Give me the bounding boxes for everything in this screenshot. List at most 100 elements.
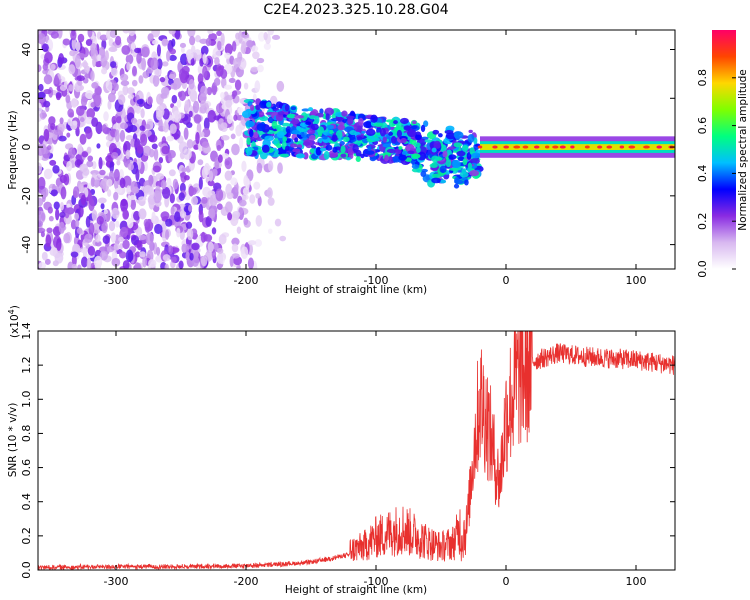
spectrogram-cell <box>169 123 177 134</box>
spectrogram-cell <box>74 55 81 68</box>
spectrogram-cell <box>187 204 193 212</box>
spectrogram-cell <box>367 145 372 151</box>
spectrogram-cell <box>453 131 464 139</box>
spectrogram-cell <box>220 122 228 130</box>
spectrogram-cell <box>120 80 130 87</box>
spectrogram-cell <box>86 146 92 154</box>
spectrogram-cell <box>101 220 108 234</box>
spectrogram-cell <box>310 145 317 149</box>
spectrogram-cell <box>113 243 120 251</box>
spectrogram-cell <box>145 123 151 130</box>
spectrogram-cell <box>407 129 417 138</box>
spectrogram-cell <box>208 170 214 182</box>
spectrogram-cell <box>453 142 463 148</box>
spectrogram-cell <box>256 123 266 132</box>
spectrogram-cell <box>207 30 214 35</box>
spectrogram-cell <box>42 63 48 71</box>
spectrogram-cell <box>449 167 459 171</box>
spectrogram-cell <box>415 134 422 141</box>
spectrogram-cell <box>246 40 254 48</box>
spectrogram-cell <box>246 137 251 146</box>
spectrogram-cell <box>110 67 118 77</box>
spectrogram-cell <box>236 226 242 234</box>
spectrogram-cell <box>466 151 472 160</box>
spectrogram-cell <box>223 84 233 90</box>
spectrogram-cell <box>215 188 224 202</box>
spectrogram-cell <box>189 35 196 46</box>
spectrogram-cell <box>176 227 181 238</box>
spectrogram-cell <box>379 127 386 137</box>
spectrogram-cell <box>308 107 314 112</box>
spectrogram-cell <box>80 96 88 107</box>
spectrogram-cell <box>107 100 112 110</box>
spectrogram-cell <box>271 120 278 130</box>
spectrogram-cell <box>246 146 253 156</box>
spectrogram-cell <box>58 53 65 65</box>
spectrogram-cell <box>179 42 187 48</box>
spectrogram-cell <box>220 32 225 46</box>
spectrogram-cell <box>159 77 166 83</box>
spectrogram-cell <box>360 153 365 159</box>
spectrogram-cell <box>141 46 150 58</box>
spectrogram-cell <box>167 149 176 159</box>
spectrogram-cell <box>161 38 168 47</box>
spectrogram-cell <box>151 39 159 45</box>
spectrogram-cell <box>120 198 129 212</box>
spectrogram-cell <box>198 210 204 223</box>
spectrogram-cell <box>53 201 60 210</box>
spectrogram-cell <box>38 64 42 73</box>
spectrogram-cell <box>62 38 71 46</box>
spectrogram-cell <box>231 253 240 259</box>
spectrogram-cell <box>44 51 53 64</box>
colorbar-tick-label: 0.4 <box>696 165 709 183</box>
spectrogram-cell <box>136 144 144 154</box>
spectrogram-y-tick-label: 40 <box>20 43 33 57</box>
spectrogram-cell <box>81 151 89 158</box>
spectrogram-cell <box>225 99 233 108</box>
spectrogram-cell <box>570 145 575 149</box>
spectrogram-cell <box>208 33 218 41</box>
spectrogram-cell <box>174 30 181 40</box>
spectrogram-cell <box>153 148 159 161</box>
spectrogram-cell <box>398 154 407 161</box>
spectrogram-cell <box>266 187 273 199</box>
spectrogram-cell <box>77 79 83 86</box>
spectrogram-cell <box>325 144 333 151</box>
spectrogram-cell <box>279 153 290 158</box>
spectrogram-cell <box>183 148 192 160</box>
spectrogram-cell <box>135 104 141 114</box>
spectrogram-cell <box>68 84 74 92</box>
spectrogram-cell <box>90 42 97 55</box>
spectrogram-cell <box>183 127 189 140</box>
spectrogram-cell <box>40 212 46 221</box>
spectrogram-cell <box>224 52 231 59</box>
spectrogram-cell <box>231 243 239 253</box>
spectrogram-cell <box>181 167 187 173</box>
spectrogram-cell <box>70 120 78 130</box>
spectrogram-cell <box>176 99 182 108</box>
spectrogram-cell <box>122 30 130 34</box>
spectrogram-cell <box>77 143 83 155</box>
spectrogram-cell <box>147 96 153 106</box>
spectrogram-cell <box>80 248 89 254</box>
spectrogram-cell <box>98 157 103 170</box>
spectrogram-cell <box>454 176 460 184</box>
spectrogram-cell <box>243 82 249 90</box>
spectrogram-cell <box>138 196 147 202</box>
spectrogram-cell <box>420 124 426 133</box>
spectrogram-cell <box>168 73 176 79</box>
snr-y-tick-label: 0.2 <box>20 527 33 545</box>
spectrogram-cell <box>119 129 126 142</box>
spectrogram-cell <box>319 147 327 152</box>
spectrogram-cell <box>130 42 136 51</box>
spectrogram-cell <box>189 187 197 196</box>
spectrogram-cell <box>171 94 178 104</box>
spectrogram-cell <box>467 162 473 169</box>
spectrogram-cell <box>217 40 222 51</box>
spectrogram-cell <box>606 145 613 149</box>
spectrogram-cell <box>433 140 441 149</box>
spectrogram-y-ticks: -40 -20 0 20 40 <box>20 43 675 254</box>
spectrogram-cell <box>78 205 84 218</box>
spectrogram-cell <box>164 263 169 269</box>
spectrogram-cell <box>46 145 52 151</box>
